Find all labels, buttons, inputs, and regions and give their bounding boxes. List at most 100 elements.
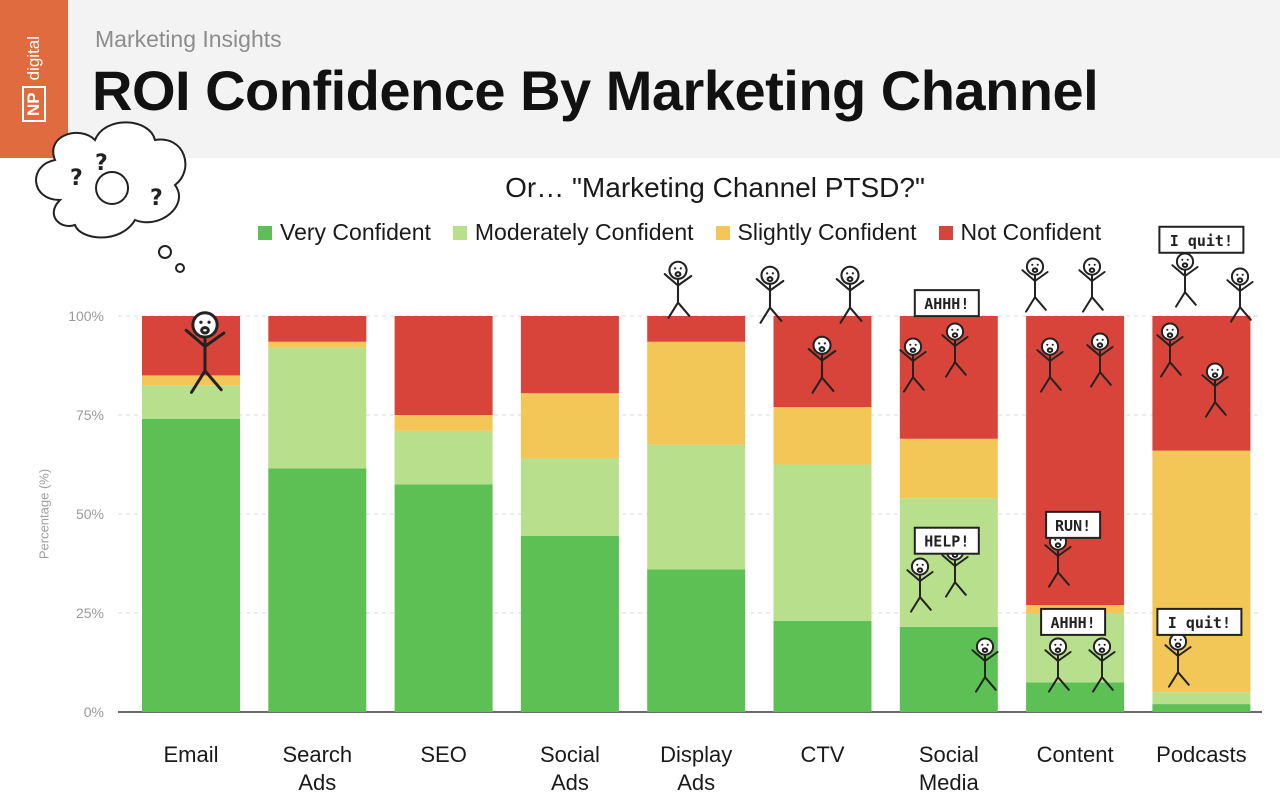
- bar-segment: [899, 438, 998, 499]
- x-tick-label: Podcasts: [1156, 742, 1247, 767]
- bar-segment: [142, 375, 240, 386]
- y-tick-label: 25%: [76, 605, 104, 621]
- legend-item-slightly-confident: Slightly Confident: [715, 219, 917, 246]
- running-figure-doodle: [1036, 337, 1064, 393]
- legend-label-not-confident: Not Confident: [960, 219, 1102, 245]
- bar-stack: [520, 316, 619, 712]
- bar-segment: [142, 418, 240, 712]
- speech-sign-text: RUN!: [1055, 517, 1091, 535]
- x-tick-label: Media: [919, 770, 980, 795]
- speech-sign: AHHH!: [913, 289, 980, 318]
- bar-segment: [268, 341, 367, 348]
- running-figure-doodle: [941, 322, 969, 378]
- bar-stack: [268, 316, 367, 712]
- bar-stack: [142, 316, 240, 712]
- question-mark-icon: ?: [70, 166, 83, 191]
- x-tick-label: Content: [1037, 742, 1114, 767]
- running-figure-doodle: [1021, 257, 1049, 313]
- bar-segment: [1026, 682, 1125, 712]
- legend-swatch-slightly-confident: [715, 225, 730, 240]
- bar-segment: [268, 468, 367, 712]
- legend-swatch-not-confident: [938, 225, 953, 240]
- bar-segment: [1152, 704, 1251, 712]
- bar-segment: [1152, 450, 1251, 693]
- kicker-text: Marketing Insights: [95, 26, 282, 52]
- bar-segment: [647, 569, 746, 712]
- running-figure-doodle: [1078, 257, 1106, 313]
- x-tick-label: Display: [660, 742, 732, 767]
- running-figure-doodle: [807, 335, 837, 394]
- legend-swatch-very-confident: [258, 225, 272, 240]
- x-tick-label: Ads: [298, 770, 336, 795]
- speech-sign-text: I quit!: [1170, 232, 1233, 250]
- bar-segment: [647, 444, 746, 570]
- thought-cloud-doodle: ???: [35, 121, 187, 273]
- speech-sign: RUN!: [1045, 510, 1102, 539]
- y-axis-title: Percentage (%): [36, 468, 52, 560]
- legend-swatch-moderately-confident: [452, 225, 467, 240]
- bar-segment: [773, 620, 872, 712]
- running-figure-doodle: [1086, 332, 1114, 388]
- bar-segment: [142, 316, 240, 376]
- running-figure-doodle: [899, 337, 927, 393]
- bar-segment: [1152, 692, 1251, 705]
- legend-item-not-confident: Not Confident: [938, 219, 1102, 246]
- speech-sign-text: AHHH!: [924, 295, 969, 313]
- legend-label-slightly-confident: Slightly Confident: [737, 219, 917, 245]
- running-figure-doodle: [1226, 267, 1254, 323]
- bar-segment: [647, 316, 746, 342]
- worried-person-doodle: [184, 311, 226, 394]
- y-tick-label: 100%: [68, 308, 104, 324]
- running-figure-doodle: [1156, 322, 1184, 378]
- header-band: [0, 0, 1280, 158]
- chart-title: ROI Confidence By Marketing Channel: [92, 59, 1099, 122]
- legend-item-very-confident: Very Confident: [258, 219, 431, 246]
- running-figure-doodle: [1171, 252, 1199, 308]
- speech-sign-text: I quit!: [1168, 614, 1231, 632]
- running-figure-doodle: [663, 260, 693, 319]
- bar-stack: [1152, 316, 1251, 712]
- running-figure-doodle: [906, 557, 934, 613]
- bar-segment: [520, 458, 619, 536]
- np-digital-logo[interactable]: NP digital: [0, 0, 68, 158]
- running-figure-doodle: [1088, 637, 1116, 693]
- bar-segment: [394, 430, 493, 485]
- legend-label-moderately-confident: Moderately Confident: [474, 219, 694, 245]
- speech-sign: I quit!: [1158, 225, 1245, 254]
- speech-sign: I quit!: [1156, 607, 1243, 636]
- running-figure-doodle: [1044, 637, 1072, 693]
- x-tick-label: Ads: [677, 770, 715, 795]
- speech-sign-text: HELP!: [924, 533, 969, 551]
- chart-subtitle: Or… "Marketing Channel PTSD?": [505, 172, 925, 203]
- x-tick-label: Social: [540, 742, 600, 767]
- y-tick-label: 50%: [76, 506, 104, 522]
- question-mark-icon: ?: [95, 151, 108, 176]
- x-tick-label: Email: [163, 742, 218, 767]
- speech-sign-text: AHHH!: [1051, 614, 1096, 632]
- y-tick-label: 0%: [84, 704, 104, 720]
- x-tick-label: Social: [919, 742, 979, 767]
- running-figure-doodle: [835, 265, 865, 324]
- x-tick-label: SEO: [420, 742, 466, 767]
- x-tick-label: Ads: [551, 770, 589, 795]
- bar-segment: [520, 535, 619, 712]
- x-tick-label: Search: [282, 742, 352, 767]
- legend-label-very-confident: Very Confident: [280, 219, 431, 245]
- running-figure-doodle: [971, 637, 999, 693]
- bar-segment: [394, 415, 493, 431]
- bar-segment: [394, 484, 493, 712]
- bar-stack: [394, 316, 493, 712]
- question-mark-icon: ?: [150, 186, 163, 211]
- bar-segment: [773, 464, 872, 621]
- bar-segment: [142, 385, 240, 419]
- bar-segment: [773, 407, 872, 465]
- bar-stack: [647, 316, 746, 712]
- bar-segment: [520, 316, 619, 394]
- running-figure-doodle: [755, 265, 785, 324]
- bar-segment: [1026, 316, 1125, 606]
- bar-segment: [394, 316, 493, 415]
- bar-segment: [647, 341, 746, 445]
- legend-item-moderately-confident: Moderately Confident: [452, 219, 694, 246]
- y-tick-label: 75%: [76, 407, 104, 423]
